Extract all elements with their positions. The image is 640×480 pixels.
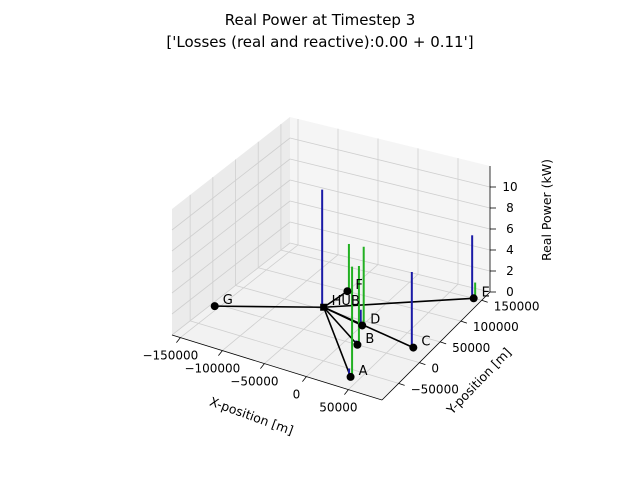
x-tick-label: 0 — [293, 388, 301, 402]
node-label: B — [365, 332, 374, 347]
node-label: G — [223, 293, 233, 308]
x-tick-label: −50000 — [230, 375, 278, 389]
x-tick — [302, 376, 307, 382]
grid-line-x — [348, 283, 459, 390]
y-tick — [481, 299, 488, 303]
z-tick-label: 10 — [502, 180, 517, 194]
y-tick-label: 0 — [431, 362, 439, 376]
node-label: E — [482, 285, 490, 300]
y-tick — [440, 341, 447, 345]
node-label: A — [359, 364, 368, 379]
edge-HUB-A — [322, 306, 352, 378]
z-tick-label: 4 — [506, 243, 514, 257]
node-label: HUB — [332, 294, 360, 309]
x-tick — [176, 337, 181, 343]
node-label: C — [421, 335, 430, 350]
y-tick-label: 150000 — [494, 299, 540, 313]
grid-line-z — [289, 200, 491, 251]
x-tick — [344, 389, 349, 395]
grid-line-x — [180, 244, 299, 338]
grid-line-z — [289, 221, 491, 272]
x-tick — [260, 363, 265, 369]
grid-line-z — [171, 179, 291, 273]
node-marker-f — [343, 287, 352, 296]
x-axis-line — [171, 334, 383, 401]
y-tick — [460, 320, 468, 324]
edge-HUB-E — [323, 297, 474, 309]
node-label: F — [355, 278, 362, 293]
node-marker-b — [353, 340, 362, 349]
grid-line-z — [171, 158, 291, 252]
node-label: D — [370, 312, 380, 327]
node-marker-e — [469, 294, 478, 303]
grid-line-z — [289, 242, 491, 293]
grid-line-y — [212, 302, 420, 363]
node-marker-d — [358, 321, 367, 330]
edge-HUB-F — [323, 290, 348, 308]
z-tick-label: 2 — [506, 264, 514, 278]
y-axis-label: Y-position [m] — [443, 345, 514, 418]
node-marker-a — [346, 372, 355, 381]
z-tick-label: 6 — [506, 222, 514, 236]
y-axis-line — [381, 291, 491, 401]
network-edges — [214, 290, 474, 378]
edge-HUB-G — [214, 305, 324, 309]
grid-line-x — [222, 254, 339, 351]
power-bars — [321, 189, 477, 377]
z-tick-label: 0 — [506, 285, 514, 299]
grid-line-z — [171, 221, 291, 315]
y-tick-label: 50000 — [452, 341, 490, 355]
y-tick — [419, 362, 426, 365]
x-tick — [218, 350, 223, 356]
chart-title: Real Power at Timestep 3 — [224, 11, 416, 29]
y-tick — [398, 383, 405, 386]
x-tick-label: −100000 — [184, 362, 240, 376]
x-tick-label: 50000 — [319, 401, 357, 415]
grid-line-z — [289, 158, 491, 209]
edge-HUB-D — [323, 306, 363, 327]
chart-subtitle: ['Losses (real and reactive):0.00 + 0.11… — [166, 33, 474, 51]
y-tick-label: −50000 — [411, 382, 459, 396]
z-tick-label: 8 — [506, 201, 514, 215]
tick-labels: −150000−100000−50000050000−5000005000010… — [142, 180, 539, 415]
node-marker-g — [210, 302, 219, 311]
z-axis-label: Real Power (kW) — [539, 159, 554, 261]
network-nodes: HUB A B C D E F G — [210, 278, 490, 381]
x-tick-label: −150000 — [142, 349, 198, 363]
grid-line-z — [171, 200, 291, 294]
grid-line-z — [171, 137, 291, 231]
axis-panes — [172, 117, 490, 400]
y-tick-label: 100000 — [473, 320, 519, 334]
grid-line-z — [289, 137, 491, 188]
node-marker-c — [409, 343, 418, 352]
x-axis-label: X-position [m] — [208, 394, 296, 438]
node-marker-hub — [320, 303, 328, 311]
grid-line-y — [280, 249, 482, 301]
grid-line-z — [171, 242, 291, 336]
grid-line-z — [289, 179, 491, 230]
grid-line-y — [190, 320, 399, 384]
